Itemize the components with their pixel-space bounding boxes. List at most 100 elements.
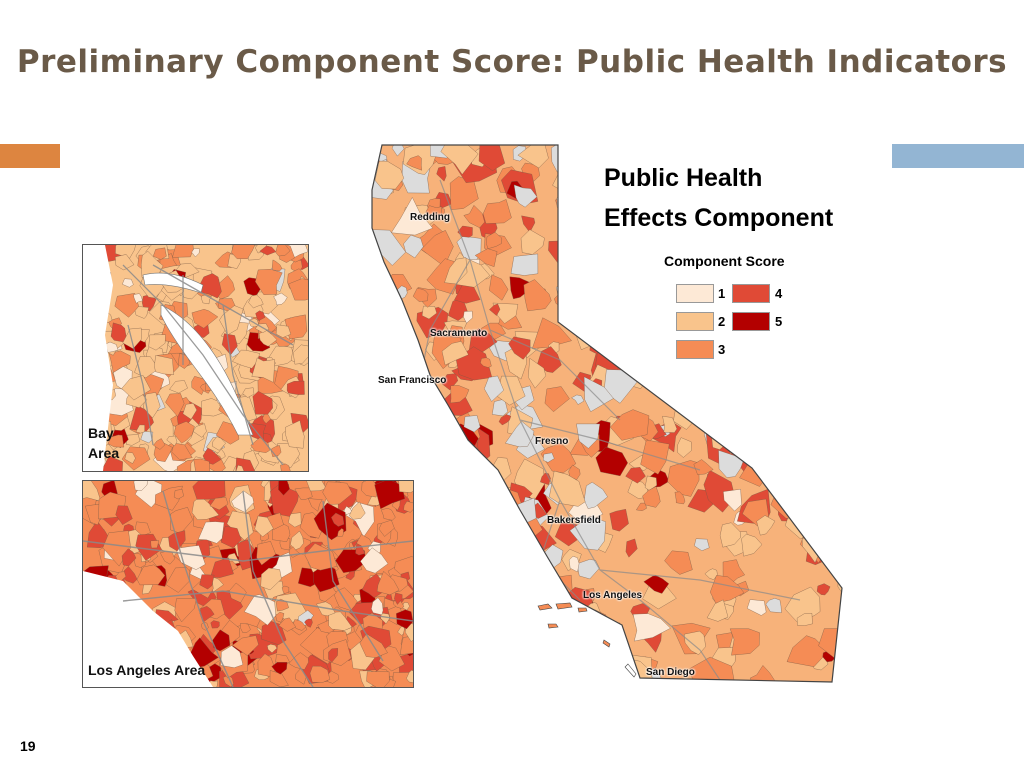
channel-islands bbox=[537, 602, 637, 678]
tract-patch bbox=[625, 467, 646, 484]
tract-patch bbox=[807, 308, 829, 327]
tract-patch bbox=[610, 409, 650, 441]
tract-patch bbox=[792, 390, 807, 400]
tract-patch bbox=[288, 652, 309, 670]
tract-patch bbox=[439, 664, 461, 682]
tract-patch bbox=[724, 362, 764, 396]
tract-patch bbox=[642, 584, 677, 610]
tract-patch bbox=[484, 602, 513, 638]
tract-patch bbox=[240, 623, 251, 633]
tract-patch bbox=[313, 564, 340, 593]
tract-patch bbox=[465, 532, 495, 552]
tract-patch bbox=[390, 197, 434, 236]
tract-patch bbox=[445, 538, 464, 558]
tract-patch bbox=[372, 309, 392, 331]
tract-patch bbox=[469, 466, 496, 492]
tract-patch bbox=[474, 248, 498, 267]
tract-patch bbox=[199, 574, 215, 590]
tract-patch bbox=[403, 234, 424, 259]
tract-patch bbox=[193, 458, 211, 471]
tract-patch bbox=[498, 620, 512, 638]
tract-patch bbox=[286, 380, 305, 395]
tract-patch bbox=[101, 455, 123, 471]
tract-patch bbox=[259, 245, 277, 256]
tract-patch bbox=[598, 237, 630, 265]
tract-patch bbox=[337, 528, 344, 537]
tract-patch bbox=[478, 579, 508, 613]
tract-patch bbox=[235, 464, 245, 471]
tract-patch bbox=[322, 481, 353, 505]
tract-patch bbox=[604, 647, 620, 664]
tract-patch bbox=[255, 269, 283, 295]
tract-patch bbox=[372, 308, 381, 323]
legend-swatch-4 bbox=[732, 284, 770, 303]
tract-patch bbox=[328, 648, 338, 663]
tract-patch bbox=[786, 635, 829, 667]
legend-label-3: 3 bbox=[718, 342, 726, 357]
tract-patch bbox=[783, 295, 814, 322]
tract-patch bbox=[509, 276, 532, 300]
tract-patch bbox=[517, 145, 549, 169]
tract-patch bbox=[242, 387, 255, 398]
tract-patch bbox=[148, 334, 166, 351]
tract-patch bbox=[802, 500, 825, 525]
tract-patch bbox=[556, 184, 582, 213]
tract-patch bbox=[806, 275, 818, 290]
tract-patch bbox=[614, 146, 630, 158]
tract-patch bbox=[454, 621, 477, 643]
tract-patch bbox=[122, 278, 134, 288]
tract-patch bbox=[674, 491, 686, 505]
tract-patch bbox=[115, 245, 136, 259]
tract-patch bbox=[756, 376, 771, 390]
tract-patch bbox=[421, 432, 446, 450]
tract-patch bbox=[414, 514, 447, 543]
tract-patch bbox=[825, 428, 840, 443]
tract-patch bbox=[828, 402, 842, 418]
tract-patch bbox=[795, 381, 815, 401]
city-label-bakersfield: Bakersfield bbox=[547, 515, 601, 526]
tract-patch bbox=[408, 423, 439, 459]
tract-patch bbox=[479, 560, 510, 601]
tract-patch bbox=[486, 231, 502, 249]
tract-patch bbox=[689, 656, 735, 682]
legend-label-5: 5 bbox=[775, 314, 783, 329]
tract-patch bbox=[450, 385, 470, 404]
tract-patch bbox=[423, 539, 449, 564]
tract-patch bbox=[154, 355, 174, 375]
legend-label-4: 4 bbox=[775, 286, 783, 301]
tract-patch bbox=[378, 519, 395, 537]
tract-patch bbox=[662, 415, 678, 433]
tract-patch bbox=[182, 403, 198, 420]
tract-patch bbox=[453, 544, 481, 569]
tract-patch bbox=[580, 284, 596, 304]
tract-patch bbox=[463, 415, 481, 433]
tract-patch bbox=[583, 376, 614, 412]
tract-patch bbox=[480, 357, 492, 368]
tract-patch bbox=[173, 489, 184, 500]
tract-patch bbox=[414, 533, 438, 554]
tract-patch bbox=[591, 266, 607, 281]
tract-patch bbox=[808, 506, 824, 525]
legend-swatch-3 bbox=[676, 340, 714, 359]
tract-patch bbox=[169, 380, 188, 394]
tract-patch bbox=[463, 310, 473, 324]
tract-patch bbox=[150, 540, 159, 549]
tract-patch bbox=[343, 506, 353, 515]
tract-patch bbox=[399, 636, 413, 655]
tract-patch bbox=[508, 336, 531, 360]
tract-patch bbox=[561, 294, 575, 307]
tract-patch bbox=[437, 530, 459, 552]
tract-patch bbox=[376, 571, 400, 595]
tract-patch bbox=[124, 452, 136, 464]
tract-patch bbox=[722, 391, 743, 417]
tract-patch bbox=[122, 327, 142, 349]
tract-patch bbox=[255, 310, 266, 321]
tract-patch bbox=[372, 345, 384, 361]
slide-title: Preliminary Component Score: Public Heal… bbox=[16, 44, 1008, 80]
tract-patch bbox=[643, 575, 670, 594]
tract-patch bbox=[460, 553, 486, 582]
tract-patch bbox=[812, 494, 842, 524]
tract-patch bbox=[584, 609, 608, 637]
tract-patch bbox=[135, 424, 145, 434]
tract-patch bbox=[134, 306, 149, 319]
